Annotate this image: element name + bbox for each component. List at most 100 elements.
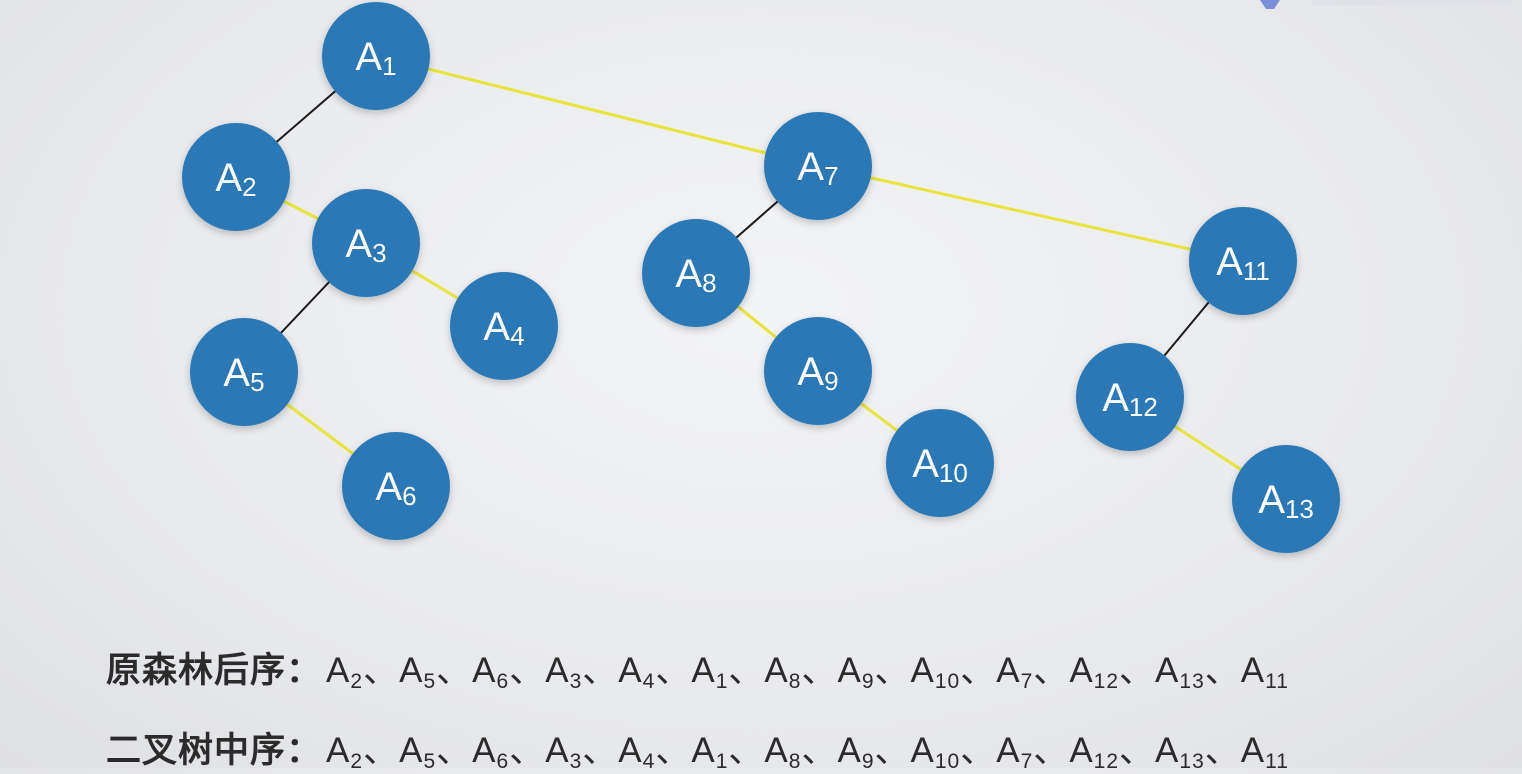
node-circle — [1232, 445, 1340, 553]
sequence-item: A3 — [545, 731, 583, 773]
sequence-item: A6 — [472, 651, 510, 693]
sequence-separator: 、 — [582, 731, 619, 770]
node-a10: A10 — [886, 409, 994, 517]
sequence-separator: 、 — [582, 651, 619, 690]
node-label: A6 — [375, 465, 416, 511]
binary-inorder-line: 二叉树中序： A2、A5、A6、A3、A4、A1、A8、A9、A10、A7、A12… — [106, 722, 1289, 774]
sequence-separator: 、 — [1033, 651, 1070, 690]
sequence-item: A10 — [910, 651, 961, 693]
node-circle — [1076, 343, 1184, 451]
forest-binary-tree-diagram: A1 A2 A3 A4 A5 A6 A7 A8 A9 A10 A11 A12 A13 — [182, 2, 1340, 553]
node-a8: A8 — [642, 219, 750, 327]
node-circle — [182, 123, 290, 231]
node-circle — [764, 317, 872, 425]
sequence-item: A1 — [691, 731, 729, 773]
node-label: A8 — [675, 252, 716, 298]
sequence-separator: 、 — [655, 651, 692, 690]
forest-postorder-title: 原森林后序： — [106, 651, 323, 691]
node-circle — [322, 2, 430, 110]
node-a6: A6 — [342, 432, 450, 540]
edge-a7-a11 — [817, 164, 1244, 263]
forest-postorder-items: A2、A5、A6、A3、A4、A1、A8、A9、A10、A7、A12、A13、A… — [326, 651, 1289, 693]
sequence-separator: 、 — [1119, 731, 1156, 770]
sequence-item: A9 — [837, 731, 875, 773]
node-label: A9 — [797, 350, 838, 396]
sequence-item: A10 — [910, 731, 961, 773]
sequence-separator: 、 — [874, 651, 911, 690]
node-a11: A11 — [1189, 207, 1297, 315]
sequence-item: A4 — [618, 731, 656, 773]
sequence-item: A7 — [996, 651, 1034, 693]
node-a2: A2 — [182, 123, 290, 231]
node-label: A5 — [223, 351, 264, 397]
sequence-item: A5 — [399, 731, 437, 773]
node-label: A10 — [912, 442, 968, 488]
node-a13: A13 — [1232, 445, 1340, 553]
node-label: A1 — [355, 35, 396, 81]
node-circle — [190, 318, 298, 426]
node-label: A11 — [1216, 240, 1270, 286]
sequence-separator: 、 — [1204, 651, 1241, 690]
sequence-item: A2 — [326, 651, 364, 693]
sequence-separator: 、 — [960, 731, 997, 770]
sequence-separator: 、 — [874, 731, 911, 770]
binary-inorder-title: 二叉树中序： — [106, 731, 323, 771]
nodes-layer: A1 A2 A3 A4 A5 A6 A7 A8 A9 A10 A11 A12 A13 — [182, 2, 1340, 553]
sequence-item: A1 — [691, 651, 729, 693]
node-circle — [450, 272, 558, 380]
sequence-separator: 、 — [801, 731, 838, 770]
edge-a1-a7 — [375, 54, 819, 168]
node-circle — [342, 432, 450, 540]
sequence-item: A4 — [618, 651, 656, 693]
node-circle — [886, 409, 994, 517]
sequence-separator: 、 — [960, 651, 997, 690]
node-label: A2 — [215, 156, 256, 202]
node-label: A3 — [345, 222, 386, 268]
sequence-separator: 、 — [436, 731, 473, 770]
node-a3: A3 — [312, 189, 420, 297]
node-a1: A1 — [322, 2, 430, 110]
sequence-item: A2 — [326, 731, 364, 773]
sequence-item: A12 — [1069, 731, 1120, 773]
sequence-item: A8 — [764, 731, 802, 773]
node-label: A13 — [1258, 478, 1314, 524]
sequence-separator: 、 — [436, 651, 473, 690]
sequence-item: A7 — [996, 731, 1034, 773]
node-circle — [764, 112, 872, 220]
node-a9: A9 — [764, 317, 872, 425]
sequence-item: A8 — [764, 651, 802, 693]
sequence-item: A12 — [1069, 651, 1120, 693]
sequence-separator: 、 — [509, 731, 546, 770]
sequence-separator: 、 — [801, 651, 838, 690]
binary-inorder-items: A2、A5、A6、A3、A4、A1、A8、A9、A10、A7、A12、A13、A… — [326, 731, 1289, 773]
forest-postorder-line: 原森林后序： A2、A5、A6、A3、A4、A1、A8、A9、A10、A7、A12… — [106, 642, 1289, 694]
sequence-separator: 、 — [363, 651, 400, 690]
sequence-separator: 、 — [509, 651, 546, 690]
node-label: A4 — [483, 305, 524, 351]
node-circle — [312, 189, 420, 297]
sequence-separator: 、 — [728, 651, 765, 690]
sequence-separator: 、 — [363, 731, 400, 770]
node-a4: A4 — [450, 272, 558, 380]
node-a7: A7 — [764, 112, 872, 220]
node-circle — [642, 219, 750, 327]
sequence-item: A5 — [399, 651, 437, 693]
sequence-separator: 、 — [1204, 731, 1241, 770]
sequence-item: A11 — [1240, 731, 1289, 773]
sequence-item: A3 — [545, 651, 583, 693]
sequence-separator: 、 — [728, 731, 765, 770]
node-circle — [1189, 207, 1297, 315]
sequence-separator: 、 — [1033, 731, 1070, 770]
node-a12: A12 — [1076, 343, 1184, 451]
sequence-item: A6 — [472, 731, 510, 773]
node-label: A7 — [797, 145, 838, 191]
sequence-item: A9 — [837, 651, 875, 693]
sequence-item: A11 — [1240, 651, 1289, 693]
sequence-item: A13 — [1155, 731, 1205, 773]
node-label: A12 — [1102, 376, 1158, 422]
sequence-separator: 、 — [1119, 651, 1156, 690]
logo-icon — [1260, 0, 1512, 9]
node-a5: A5 — [190, 318, 298, 426]
sequence-item: A13 — [1155, 651, 1205, 693]
sequence-separator: 、 — [655, 731, 692, 770]
